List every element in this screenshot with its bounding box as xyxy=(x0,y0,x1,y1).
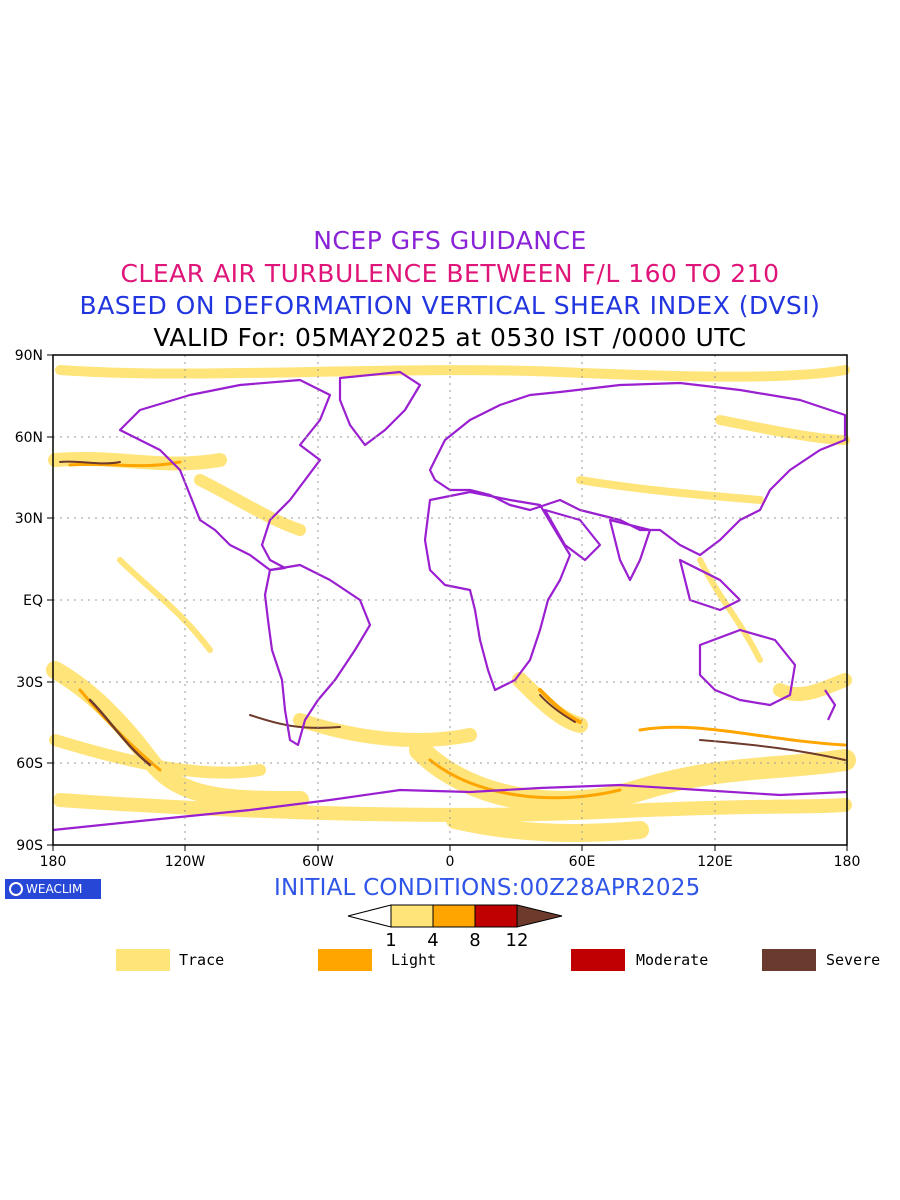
lon-label: 120W xyxy=(165,854,206,870)
legend-swatch-light xyxy=(318,949,372,971)
lat-label: 60N xyxy=(15,430,43,446)
copyright-icon xyxy=(9,882,23,896)
legend-label-light: Light xyxy=(391,951,437,969)
legend-label-moderate: Moderate xyxy=(636,951,709,969)
lon-label: 180 xyxy=(40,854,67,870)
title-line-2: CLEAR AIR TURBULENCE BETWEEN F/L 160 TO … xyxy=(120,259,780,288)
legend-swatch-severe xyxy=(762,949,816,971)
lon-label: 0 xyxy=(446,854,455,870)
lat-label: EQ xyxy=(23,593,43,609)
axis-ticks xyxy=(47,354,848,851)
lon-label: 120E xyxy=(697,854,733,870)
coastlines xyxy=(52,370,848,832)
lon-label: 60E xyxy=(569,854,596,870)
colorbar-tick: 1 xyxy=(385,930,396,951)
title-line-3: BASED ON DEFORMATION VERTICAL SHEAR INDE… xyxy=(79,291,821,320)
longitude-labels: 180 120W 60W 0 60E 120E 180 xyxy=(40,854,861,870)
colorbar-segment-trace xyxy=(390,904,434,928)
lon-label: 180 xyxy=(834,854,861,870)
legend-label-severe: Severe xyxy=(826,951,881,969)
legend-swatch-moderate xyxy=(571,949,625,971)
weaclim-logo: WEACLIM xyxy=(5,879,101,899)
colorbar-under-triangle xyxy=(347,904,392,928)
colorbar-tick: 12 xyxy=(506,930,529,951)
lat-label: 30N xyxy=(15,511,43,527)
legend-swatch-trace xyxy=(116,949,170,971)
latitude-labels: 90N 60N 30N EQ 30S 60S 90S xyxy=(15,348,43,854)
colorbar-tick: 8 xyxy=(469,930,480,951)
legend-label-trace: Trace xyxy=(179,951,225,969)
colorbar-over-triangle xyxy=(516,904,563,928)
lat-label: 30S xyxy=(16,675,43,691)
title-line-1: NCEP GFS GUIDANCE xyxy=(313,226,587,255)
lat-label: 60S xyxy=(16,756,43,772)
initial-conditions-label: INITIAL CONDITIONS:00Z28APR2025 xyxy=(274,875,701,901)
colorbar-segment-light xyxy=(432,904,476,928)
lat-label: 90S xyxy=(16,838,43,854)
lat-label: 90N xyxy=(15,348,43,364)
graticule xyxy=(53,355,847,845)
colorbar: 1 4 8 12 xyxy=(347,904,563,951)
colorbar-tick: 4 xyxy=(427,930,438,951)
colorbar-segment-moderate xyxy=(474,904,518,928)
valid-time-title: VALID For: 05MAY2025 at 0530 IST /0000 U… xyxy=(153,323,747,352)
turbulence-field xyxy=(46,365,856,842)
lon-label: 60W xyxy=(302,854,334,870)
logo-text: WEACLIM xyxy=(26,882,83,896)
